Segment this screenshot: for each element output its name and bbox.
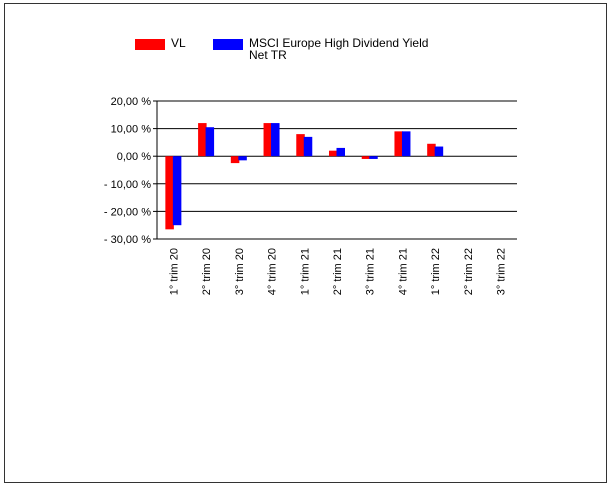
legend-item-vl: VL <box>135 37 186 50</box>
y-tick-label: - 30,00 % <box>104 234 151 246</box>
legend-label-vl: VL <box>171 36 186 50</box>
x-tick-label: 4° trim 21 <box>397 248 409 295</box>
bar-msci <box>205 127 215 157</box>
bar-vl <box>165 156 174 230</box>
bar-vl <box>394 131 403 157</box>
x-tick-label: 3° trim 21 <box>365 248 377 295</box>
bar-msci <box>271 123 280 157</box>
y-tick-label: 0,00 % <box>117 151 151 163</box>
bar-msci <box>172 156 182 226</box>
x-tick-label: 1° trim 21 <box>299 248 311 295</box>
bar-chart: 20,00 % 10,00 % 0,00 % - 10,00 % - 20,00 % - … <box>104 96 517 295</box>
x-tick-label: 2° trim 20 <box>201 248 213 295</box>
bar-vl <box>198 123 207 157</box>
bar-msci <box>336 147 345 157</box>
bar-msci <box>401 131 411 157</box>
x-tick-label: 2° trim 21 <box>332 248 344 295</box>
y-tick-label: 20,00 % <box>111 96 152 108</box>
bar-msci <box>369 156 378 159</box>
x-tick-label: 1° trim 22 <box>430 248 442 295</box>
y-tick-label: 10,00 % <box>111 124 152 136</box>
x-tick-label: 2° trim 22 <box>463 248 475 295</box>
x-tick-label: 3° trim 22 <box>496 248 508 295</box>
bar-vl <box>329 150 338 157</box>
y-tick-label: - 10,00 % <box>104 179 151 191</box>
bar-vl <box>427 143 436 157</box>
legend-swatch-msci <box>213 39 243 50</box>
chart-frame: VL MSCI Europe High Dividend Yield Net T… <box>4 3 607 483</box>
x-tick-label: 4° trim 20 <box>267 248 279 295</box>
bar-msci <box>434 146 444 157</box>
bar-vl <box>263 123 273 157</box>
legend-swatch-vl <box>135 39 165 50</box>
y-tick-label: - 20,00 % <box>104 206 151 218</box>
bar-msci <box>238 156 247 161</box>
bar-vl <box>230 156 240 164</box>
x-tick-label: 1° trim 20 <box>168 248 180 295</box>
x-tick-label: 3° trim 20 <box>234 248 246 295</box>
legend-label-msci: MSCI Europe High Dividend Yield Net TR <box>249 36 429 62</box>
bar-msci <box>303 136 313 157</box>
bar-vl <box>296 134 305 157</box>
legend-item-msci: MSCI Europe High Dividend Yield Net TR <box>213 37 439 61</box>
bar-vl <box>361 156 371 159</box>
